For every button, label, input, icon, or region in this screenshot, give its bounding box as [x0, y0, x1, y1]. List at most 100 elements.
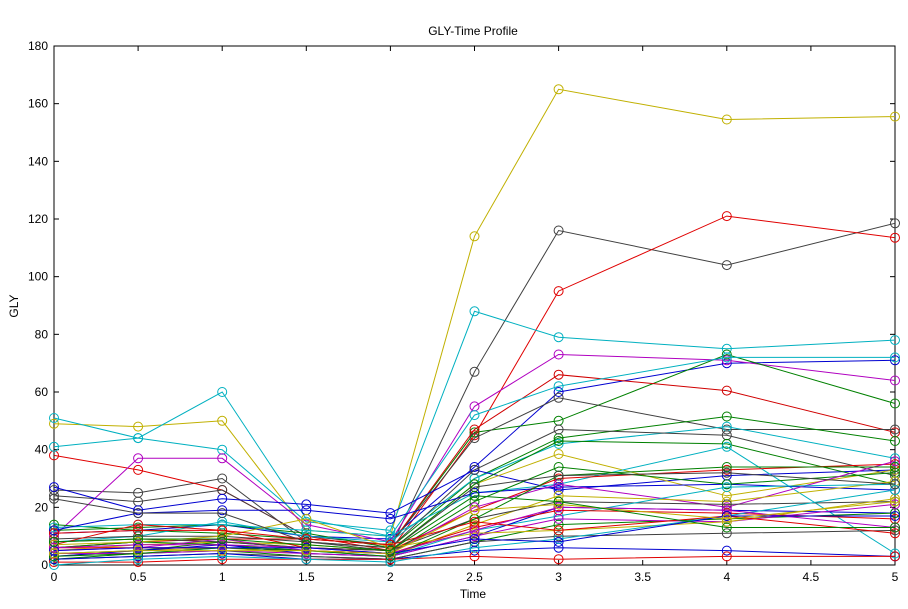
y-axis-label: GLY [7, 294, 21, 317]
y-tick-label: 20 [35, 500, 49, 514]
data-point-marker [385, 548, 396, 559]
data-point-marker [133, 421, 144, 432]
data-point-marker [553, 438, 564, 449]
data-point-marker [721, 462, 732, 472]
data-point-marker [469, 531, 480, 542]
data-point-marker [890, 462, 900, 472]
data-point-marker [217, 493, 228, 504]
data-point-marker [217, 539, 228, 550]
data-point-marker [721, 411, 732, 422]
x-tick-label: 3.5 [634, 570, 651, 584]
data-point-marker [553, 513, 564, 524]
data-point-marker [890, 499, 900, 510]
data-point-marker [469, 462, 480, 472]
data-point-marker [553, 502, 564, 513]
data-point-marker [553, 369, 564, 380]
data-point-marker [890, 436, 900, 446]
series-line [54, 555, 895, 563]
x-tick-label: 1.5 [298, 570, 315, 584]
data-point-marker [553, 332, 564, 343]
series-4 [49, 306, 900, 536]
data-point-marker [721, 260, 732, 271]
data-point-marker [133, 453, 144, 464]
data-point-marker [133, 519, 144, 530]
data-point-marker [217, 505, 228, 516]
data-point-marker [49, 482, 59, 493]
data-point-marker [301, 542, 312, 553]
data-point-marker [553, 424, 564, 435]
data-point-marker [721, 516, 732, 527]
data-point-marker [721, 545, 732, 556]
data-point-marker [553, 436, 564, 446]
data-point-marker [133, 464, 144, 475]
data-point-marker [133, 433, 144, 444]
data-point-marker [217, 415, 228, 426]
data-point-marker [469, 231, 480, 242]
data-point-marker [553, 392, 564, 403]
series-layer [49, 84, 900, 570]
data-point-marker [49, 441, 59, 452]
data-point-marker [721, 482, 732, 493]
data-point-marker [553, 519, 564, 530]
data-point-marker [890, 335, 900, 346]
x-tick-label: 2.5 [466, 570, 483, 584]
series-line [53, 501, 896, 555]
x-tick-label: 4 [723, 570, 730, 584]
series-39 [49, 496, 900, 559]
data-point-marker [217, 545, 228, 556]
data-point-marker [553, 536, 564, 547]
data-point-marker [890, 479, 900, 490]
y-tick-label: 0 [41, 558, 48, 572]
data-point-marker [890, 551, 900, 562]
x-tick-label: 2 [387, 570, 394, 584]
data-point-marker [890, 522, 900, 533]
data-point-marker [890, 456, 900, 467]
data-point-marker [890, 375, 900, 386]
data-point-marker [133, 508, 144, 519]
data-point-marker [553, 286, 564, 297]
data-point-marker [469, 534, 480, 544]
data-point-marker [469, 464, 480, 475]
data-point-marker [721, 441, 732, 452]
data-point-marker [49, 548, 59, 559]
y-tick-label: 120 [28, 212, 48, 226]
data-point-marker [49, 522, 59, 533]
data-point-marker [49, 418, 59, 429]
data-point-marker [890, 528, 900, 539]
series-line [53, 446, 896, 554]
series-line [53, 466, 895, 557]
y-tick-label: 60 [35, 385, 49, 399]
data-point-marker [217, 508, 228, 519]
data-point-marker [890, 398, 900, 409]
data-point-marker [217, 453, 228, 464]
series-line [53, 483, 896, 531]
y-tick-label: 140 [28, 154, 48, 168]
data-point-marker [469, 516, 480, 527]
data-point-marker [49, 536, 59, 547]
data-point-marker [721, 114, 732, 125]
data-point-marker [553, 499, 564, 510]
x-tick-label: 4.5 [803, 570, 820, 584]
data-point-marker [890, 511, 900, 521]
data-point-marker [890, 496, 900, 507]
data-point-marker [553, 496, 564, 507]
data-point-marker [469, 433, 480, 444]
data-point-marker [890, 232, 900, 243]
y-tick-label: 100 [28, 270, 48, 284]
data-point-marker [469, 502, 480, 513]
data-point-marker [469, 490, 480, 501]
data-point-marker [385, 508, 396, 519]
data-point-marker [890, 525, 900, 536]
data-point-marker [890, 111, 900, 122]
data-point-marker [133, 539, 144, 550]
series-line [53, 359, 896, 540]
x-tick-label: 5 [892, 570, 899, 584]
chart-title: GLY-Time Profile [428, 24, 518, 38]
data-point-marker [721, 528, 732, 539]
data-point-marker [217, 473, 228, 484]
y-tick-label: 80 [35, 327, 49, 341]
x-axis: 0 0.5 1 1.5 2 2.5 3 3.5 4 4.5 5 [51, 46, 899, 584]
data-point-marker [301, 499, 312, 510]
data-point-marker [721, 352, 732, 363]
series-line [53, 489, 896, 566]
